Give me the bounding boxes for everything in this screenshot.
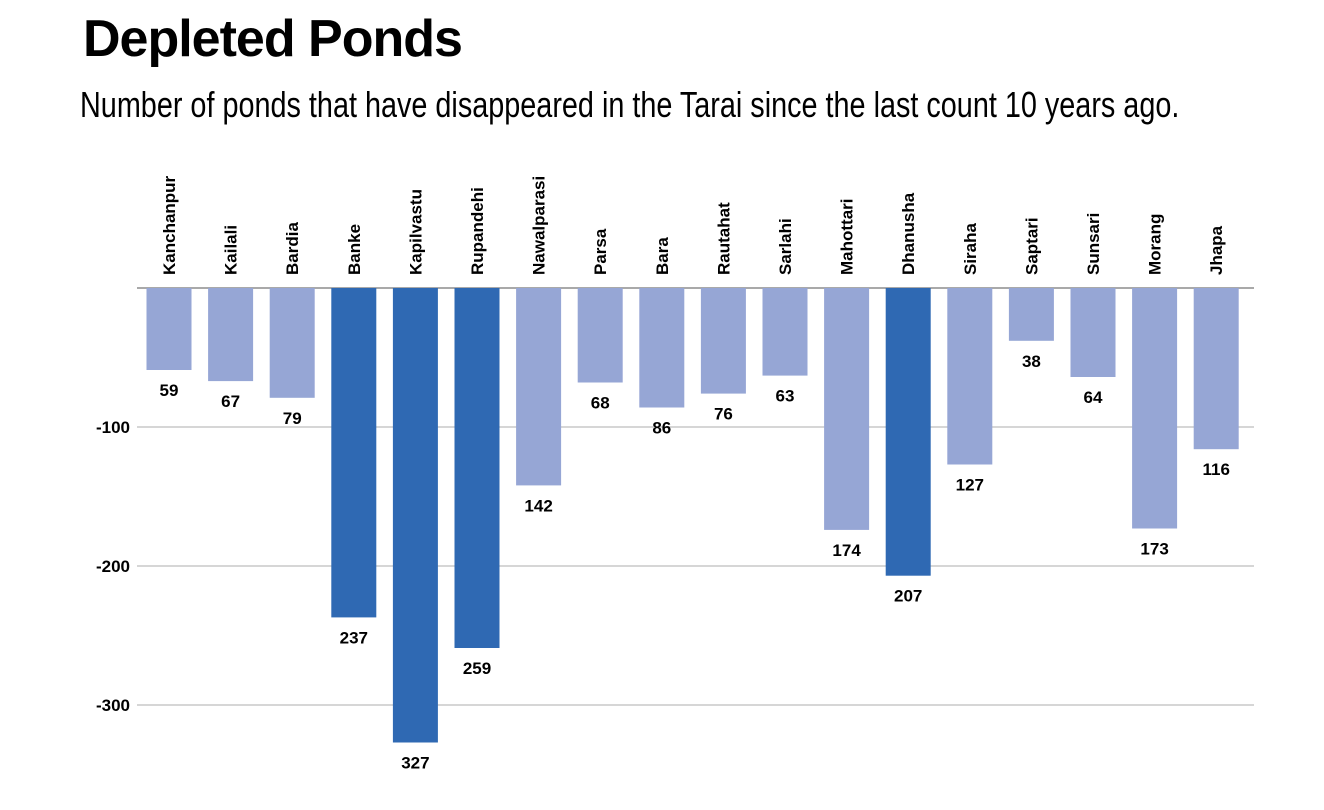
bar-kailali bbox=[208, 288, 254, 382]
value-label: 76 bbox=[714, 405, 733, 424]
category-label: Kailali bbox=[222, 225, 241, 275]
bar-nawalparasi bbox=[516, 288, 562, 486]
category-label: Kapilvastu bbox=[406, 189, 425, 275]
category-label: Bara bbox=[653, 237, 672, 275]
y-tick-label: -300 bbox=[96, 696, 130, 715]
category-label: Nawalparasi bbox=[530, 176, 549, 275]
category-label: Rautahat bbox=[714, 202, 733, 275]
category-label: Sunsari bbox=[1084, 213, 1103, 275]
category-label: Sarlahi bbox=[776, 218, 795, 275]
bar-sarlahi bbox=[762, 288, 808, 376]
bar-parsa bbox=[577, 288, 623, 383]
value-label: 116 bbox=[1202, 460, 1229, 479]
category-label: Saptari bbox=[1022, 217, 1041, 275]
value-label: 64 bbox=[1084, 388, 1103, 407]
bar-sunsari bbox=[1070, 288, 1116, 377]
value-label: 142 bbox=[524, 496, 552, 515]
bar-banke bbox=[331, 288, 377, 618]
labels: -100 -200 -300 59 Kanchanpur 67 Kailali 79 Bardi… bbox=[96, 175, 1230, 772]
category-label: Parsa bbox=[591, 228, 610, 275]
category-label: Mahottari bbox=[838, 199, 857, 276]
bar-jhapa bbox=[1193, 288, 1239, 450]
chart-title: Depleted Ponds bbox=[83, 10, 463, 68]
bars bbox=[146, 288, 1239, 743]
value-label: 259 bbox=[463, 659, 491, 678]
bar-saptari bbox=[1008, 288, 1054, 341]
bar-morang bbox=[1132, 288, 1178, 529]
category-label: Dhanusha bbox=[899, 192, 918, 275]
value-label: 127 bbox=[956, 476, 984, 495]
bar-dhanusha bbox=[885, 288, 931, 576]
chart-subtitle: Number of ponds that have disappeared in… bbox=[80, 84, 1180, 125]
value-label: 86 bbox=[652, 419, 671, 438]
bar-mahottari bbox=[824, 288, 870, 530]
category-label: Rupandehi bbox=[468, 187, 487, 275]
gridlines bbox=[137, 287, 1254, 706]
value-label: 59 bbox=[160, 381, 179, 400]
value-label: 79 bbox=[283, 409, 302, 428]
category-label: Morang bbox=[1146, 214, 1165, 275]
bar-kanchanpur bbox=[146, 288, 192, 370]
value-label: 174 bbox=[832, 541, 861, 560]
bar-rupandehi bbox=[454, 288, 500, 648]
category-label: Kanchanpur bbox=[160, 175, 179, 275]
bar-bardia bbox=[269, 288, 315, 398]
value-label: 207 bbox=[894, 587, 922, 606]
category-label: Bardia bbox=[283, 222, 302, 275]
category-label: Banke bbox=[345, 224, 364, 275]
value-label: 67 bbox=[221, 392, 240, 411]
value-label: 327 bbox=[401, 754, 429, 773]
value-label: 38 bbox=[1022, 352, 1041, 371]
value-label: 63 bbox=[776, 387, 795, 406]
y-tick-label: -100 bbox=[96, 418, 130, 437]
bar-rautahat bbox=[700, 288, 746, 394]
category-label: Jhapa bbox=[1207, 225, 1226, 275]
value-label: 237 bbox=[340, 628, 368, 647]
y-tick-label: -200 bbox=[96, 557, 130, 576]
category-label: Siraha bbox=[961, 222, 980, 275]
bar-kapilvastu bbox=[392, 288, 438, 743]
bar-siraha bbox=[947, 288, 993, 465]
value-label: 173 bbox=[1140, 540, 1168, 559]
value-label: 68 bbox=[591, 394, 610, 413]
bar-bara bbox=[639, 288, 685, 408]
